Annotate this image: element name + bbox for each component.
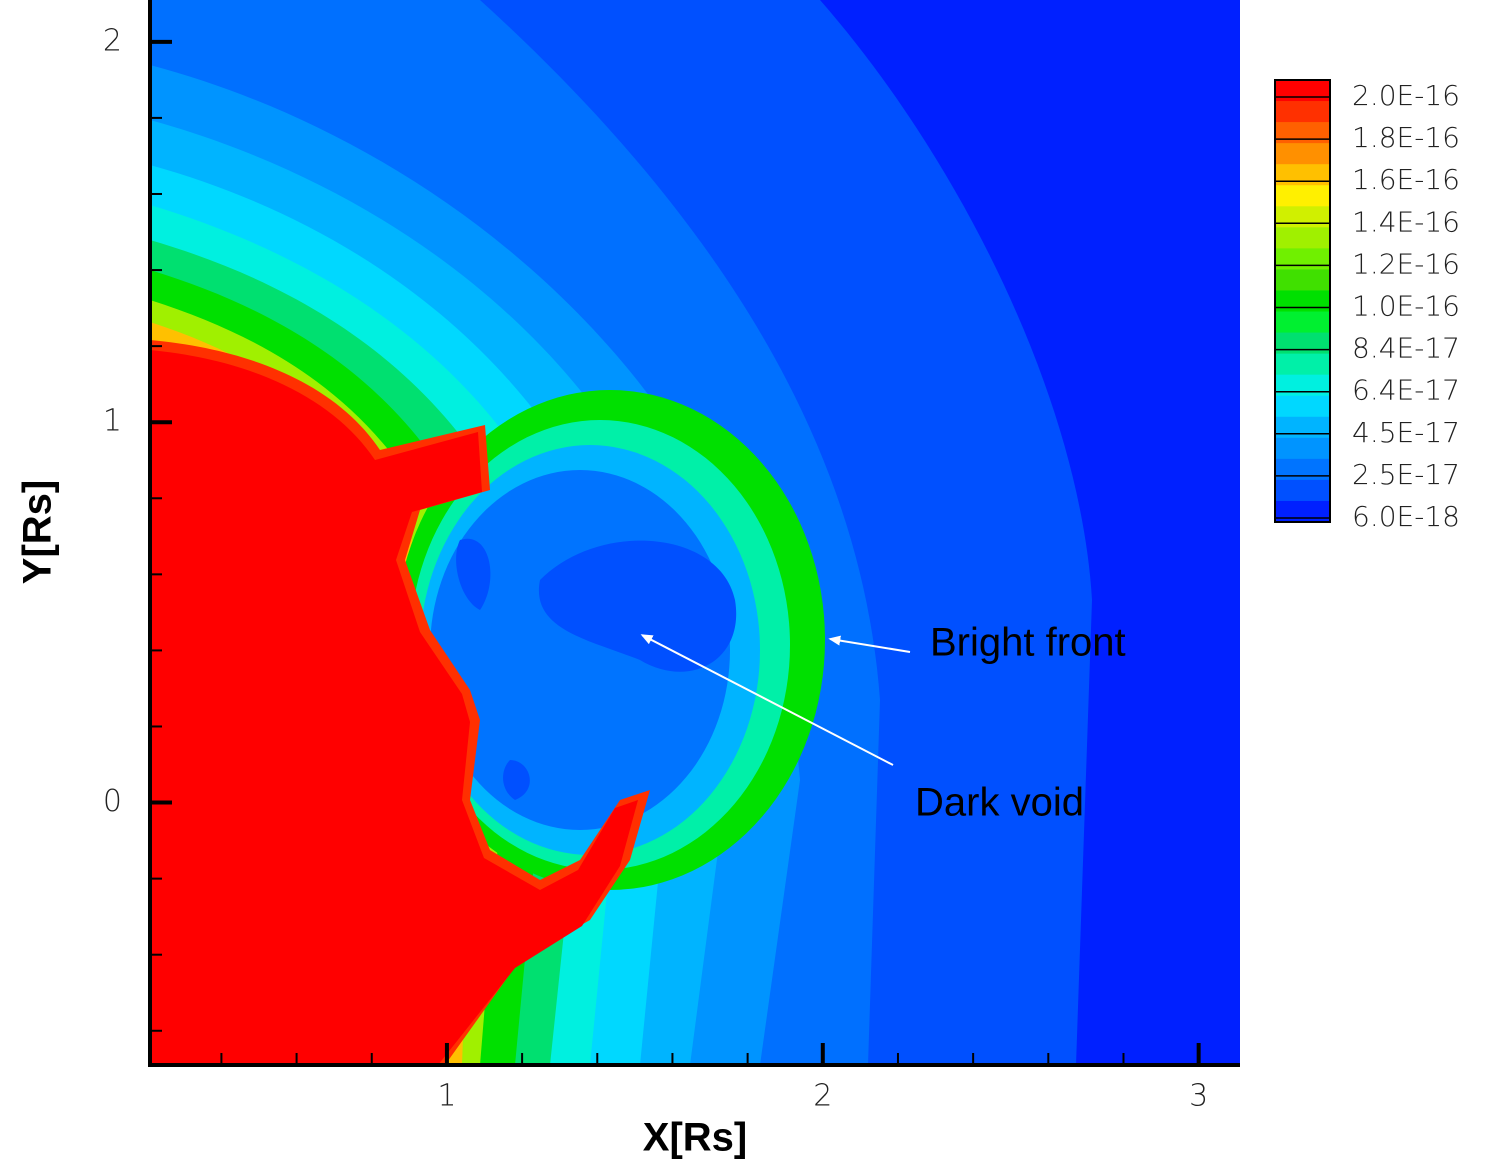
x-tick-label: 2: [813, 1079, 832, 1114]
colorbar-band: [1275, 101, 1330, 123]
contour-field: [150, 0, 1240, 1065]
annotation-arrow: [828, 635, 911, 653]
colorbar-band: [1275, 206, 1330, 228]
colorbar-label: 6.4E-17: [1352, 374, 1460, 407]
annotation-text: Dark void: [915, 781, 1084, 825]
colorbar-label: 4.5E-17: [1352, 416, 1460, 449]
colorbar-band: [1275, 332, 1330, 355]
dark-void: [503, 760, 530, 800]
colorbar-band: [1275, 458, 1330, 481]
colorbar-label: 6.0E-18: [1352, 500, 1460, 533]
colorbar-band: [1275, 353, 1330, 376]
colorbar-label: 1.0E-16: [1352, 290, 1460, 323]
annotation-arrow: [640, 634, 894, 766]
annotation-text: Bright front: [930, 621, 1126, 665]
dark-void: [456, 538, 491, 610]
y-tick-label: 1: [103, 404, 122, 439]
colorbar-band: [1275, 290, 1330, 313]
annotations: Bright front Dark void: [640, 621, 1126, 825]
y-tick-label: 0: [103, 784, 122, 819]
colorbar-band: [1275, 227, 1330, 249]
colorbar-band: [1275, 185, 1330, 207]
colorbar-label: 8.4E-17: [1352, 332, 1460, 365]
colorbar-label: 1.4E-16: [1352, 205, 1460, 238]
y-tick-label: 2: [103, 23, 122, 58]
axes: [148, 0, 1240, 1067]
colorbar-band: [1275, 269, 1330, 291]
x-axis-title: X[Rs]: [643, 1116, 747, 1160]
colorbar-frame: [1274, 79, 1331, 523]
colorbar-label: 2.0E-16: [1352, 79, 1460, 112]
colorbar-band: [1275, 416, 1330, 439]
colorbar-band: [1275, 500, 1330, 523]
colorbar-label: 1.8E-16: [1352, 121, 1460, 154]
colorbar-band: [1275, 311, 1330, 334]
dark-void: [538, 540, 737, 672]
colorbar-band: [1275, 479, 1330, 502]
x-tick-label: 1: [437, 1079, 456, 1114]
colorbar: 2.0E-16 1.8E-16 1.6E-16 1.4E-16 1.2E-16 1.0E-…: [1274, 79, 1460, 533]
colorbar-band: [1275, 248, 1330, 270]
colorbar-band: [1275, 395, 1330, 418]
colorbar-band: [1275, 437, 1330, 460]
colorbar-band: [1275, 374, 1330, 397]
y-axis-title: Y[Rs]: [16, 480, 60, 584]
colorbar-label: 1.2E-16: [1352, 247, 1460, 280]
colorbar-band: [1275, 164, 1330, 186]
colorbar-band: [1275, 143, 1330, 165]
colorbar-label: 2.5E-17: [1352, 458, 1460, 491]
colorbar-label: 1.6E-16: [1352, 163, 1460, 196]
colorbar-band: [1275, 122, 1330, 144]
core: [150, 350, 638, 1065]
x-tick-label: 3: [1189, 1079, 1208, 1114]
colorbar-band: [1275, 80, 1330, 102]
